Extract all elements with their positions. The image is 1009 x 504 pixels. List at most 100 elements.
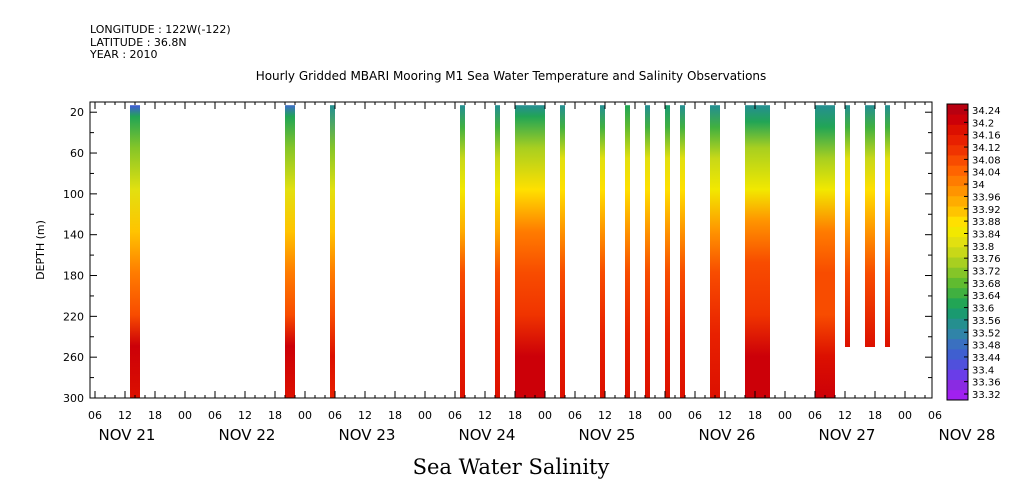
colorbar-swatch (947, 328, 968, 340)
x-hour-label: 18 (748, 409, 762, 422)
colorbar-frame (946, 103, 969, 401)
colorbar-label: 33.92 (972, 205, 1001, 216)
colorbar-label: 34.2 (972, 118, 994, 129)
colorbar-swatch (947, 359, 968, 370)
salinity-profile (285, 105, 295, 398)
colorbar-label: 34.12 (972, 143, 1001, 154)
colorbar-label: 33.6 (972, 304, 994, 315)
x-hour-label: 00 (778, 409, 792, 422)
x-hour-label: 00 (898, 409, 912, 422)
salinity-profile (460, 105, 465, 398)
salinity-profile (665, 105, 670, 398)
colorbar-swatch (947, 226, 968, 238)
x-day-label: NOV 26 (699, 426, 756, 444)
y-tick-label: 300 (63, 392, 84, 405)
colorbar-swatch (947, 318, 968, 329)
salinity-profile (815, 105, 835, 398)
y-tick-label: 100 (63, 188, 84, 201)
salinity-profile (600, 105, 605, 398)
x-day-label: NOV 23 (339, 426, 396, 444)
x-hour-label: 12 (838, 409, 852, 422)
chart-title: Hourly Gridded MBARI Mooring M1 Sea Wate… (255, 69, 767, 83)
colorbar-swatch (947, 246, 968, 258)
x-day-label: NOV 27 (819, 426, 876, 444)
x-day-label: NOV 21 (99, 426, 156, 444)
plot-area (130, 105, 890, 398)
salinity-profile (710, 105, 720, 398)
x-hour-label: 06 (448, 409, 462, 422)
variable-title: Sea Water Salinity (412, 455, 610, 479)
salinity-profile (680, 105, 685, 398)
colorbar-swatch (947, 195, 968, 207)
colorbar-label: 33.36 (972, 378, 1001, 389)
y-tick-label: 60 (70, 147, 84, 160)
x-hour-label: 12 (358, 409, 372, 422)
x-hour-label: 00 (418, 409, 432, 422)
colorbar-swatch (947, 267, 968, 278)
y-tick-label: 260 (63, 351, 84, 364)
colorbar-label: 33.52 (972, 328, 1001, 339)
salinity-profile (515, 105, 545, 398)
colorbar-swatch (947, 165, 968, 176)
x-hour-label: 18 (388, 409, 402, 422)
colorbar-label: 34 (972, 180, 985, 191)
colorbar-label: 33.32 (972, 390, 1001, 401)
colorbar-swatch (947, 287, 968, 299)
x-hour-label: 18 (508, 409, 522, 422)
colorbar-label: 33.48 (972, 341, 1001, 352)
y-axis-label: DEPTH (m) (34, 220, 47, 280)
x-hour-label: 06 (808, 409, 822, 422)
salinity-profile (745, 105, 770, 398)
x-hour-label: 12 (478, 409, 492, 422)
x-hour-label: 06 (928, 409, 942, 422)
colorbar-swatch (947, 236, 968, 248)
colorbar-swatch (947, 257, 968, 268)
x-hour-label: 12 (118, 409, 132, 422)
y-tick-label: 180 (63, 270, 84, 283)
colorbar-swatch (947, 369, 968, 380)
y-tick-label: 140 (63, 229, 84, 242)
x-hour-label: 12 (718, 409, 732, 422)
axes: 20 60 100 140 180 220 260 300 DEPTH (m) 06 12 18 00 0… (34, 101, 995, 444)
colorbar-label: 33.96 (972, 192, 1001, 203)
salinity-profile (330, 105, 335, 398)
x-hour-label: 06 (688, 409, 702, 422)
x-hour-label: 12 (238, 409, 252, 422)
colorbar-label: 33.68 (972, 279, 1001, 290)
x-hour-label: 18 (628, 409, 642, 422)
y-tick-label: 220 (63, 310, 84, 323)
colorbar-swatch (947, 206, 968, 217)
colorbar-swatch (947, 297, 968, 309)
salinity-profile (645, 105, 650, 398)
colorbar-label: 34.24 (972, 106, 1001, 117)
x-hour-label: 00 (538, 409, 552, 422)
colorbar-swatch (947, 338, 968, 350)
colorbar-swatch (947, 389, 968, 401)
colorbar-swatch (947, 216, 968, 227)
colorbar-label: 33.44 (972, 353, 1001, 364)
colorbar-label: 34.08 (972, 155, 1001, 166)
colorbar-swatch (947, 379, 968, 391)
x-day-label: NOV 24 (459, 426, 516, 444)
colorbar-label: 34.16 (972, 131, 1001, 142)
colorbar-swatch (947, 308, 968, 319)
colorbar-label: 33.72 (972, 267, 1001, 278)
colorbar-swatch (947, 348, 968, 360)
x-hour-label: 06 (88, 409, 102, 422)
salinity-profile (495, 105, 500, 398)
x-hour-label: 18 (148, 409, 162, 422)
colorbar-label: 33.56 (972, 316, 1001, 327)
colorbar-label: 33.76 (972, 254, 1001, 265)
longitude-label: LONGITUDE : 122W(-122) (90, 23, 231, 36)
colorbar-swatch (947, 134, 968, 146)
colorbar-label: 33.4 (972, 365, 994, 376)
x-day-label: NOV 22 (219, 426, 276, 444)
colorbar-swatch (947, 185, 968, 197)
x-hour-label: 18 (268, 409, 282, 422)
x-hour-label: 00 (298, 409, 312, 422)
y-tick-label: 20 (70, 106, 84, 119)
x-hour-label: 00 (178, 409, 192, 422)
colorbar-label: 33.8 (972, 242, 994, 253)
